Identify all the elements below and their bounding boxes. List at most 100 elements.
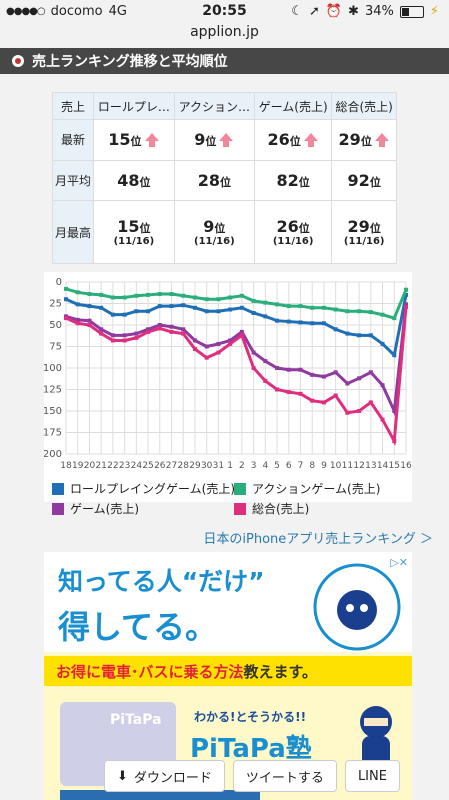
data-point bbox=[286, 304, 291, 309]
data-point bbox=[239, 333, 244, 338]
data-point bbox=[357, 333, 362, 338]
data-point bbox=[392, 353, 397, 358]
carrier-label: docomo bbox=[50, 4, 103, 19]
data-point bbox=[181, 293, 186, 298]
data-point bbox=[333, 393, 338, 398]
x-tick-label: 7 bbox=[298, 461, 304, 471]
data-point bbox=[239, 329, 244, 334]
legend-swatch bbox=[52, 502, 64, 515]
y-tick-label: 150 bbox=[44, 406, 62, 417]
address-bar[interactable]: applion.jp bbox=[190, 24, 259, 40]
data-point bbox=[181, 331, 186, 336]
data-point bbox=[380, 341, 385, 346]
data-point bbox=[333, 307, 338, 312]
tweet-button[interactable]: ツイートする bbox=[232, 760, 337, 792]
table-cell: 29位 bbox=[331, 119, 397, 161]
data-point bbox=[216, 341, 221, 346]
data-point bbox=[321, 374, 326, 379]
data-point bbox=[146, 329, 151, 334]
download-label: ダウンロード bbox=[133, 770, 212, 786]
y-tick-label: 175 bbox=[44, 428, 62, 439]
data-point bbox=[181, 327, 186, 332]
data-point bbox=[181, 303, 186, 308]
data-point bbox=[263, 359, 268, 364]
table-cell: 82位 bbox=[253, 159, 333, 202]
x-tick-label: 2 bbox=[239, 461, 245, 471]
alarm-icon: ⏰ bbox=[325, 4, 343, 19]
ad-banner[interactable]: 知ってる人“だけ” 得してる。 ▷✕ お得に 電車･バスに乗る方法 教えます。 Pi… bbox=[44, 552, 412, 800]
charging-icon: ⚡ bbox=[429, 4, 439, 19]
ad-band: お得に 電車･バスに乗る方法 教えます。 bbox=[44, 656, 412, 686]
ad-brand: PiTaPa塾 bbox=[190, 734, 312, 764]
data-point bbox=[87, 292, 92, 297]
x-tick-label: 27 bbox=[166, 461, 177, 471]
data-point bbox=[286, 367, 291, 372]
line-button[interactable]: LINE bbox=[344, 760, 400, 792]
legend-label: 総合(売上) bbox=[252, 502, 310, 516]
data-point bbox=[368, 333, 373, 338]
download-button[interactable]: ⬇ ダウンロード bbox=[104, 760, 225, 792]
data-point bbox=[216, 309, 221, 314]
data-point bbox=[157, 292, 162, 297]
data-point bbox=[380, 312, 385, 317]
table-row: 月平均 48位 28位 82位 92位 bbox=[52, 159, 397, 202]
ad-headline: 知ってる人“だけ” bbox=[58, 567, 265, 596]
x-tick-label: 5 bbox=[274, 461, 280, 471]
data-point bbox=[321, 305, 326, 310]
ad-close-icon[interactable]: ▷✕ bbox=[390, 556, 408, 569]
data-point bbox=[263, 314, 268, 319]
data-point bbox=[204, 355, 209, 360]
data-point bbox=[310, 305, 315, 310]
data-point bbox=[368, 370, 373, 375]
table-cell: 29位 (11/16) bbox=[331, 200, 397, 264]
data-point bbox=[404, 287, 408, 292]
signal-icon: ●●●●○ bbox=[6, 6, 46, 17]
data-point bbox=[239, 305, 244, 310]
x-tick-label: 21 bbox=[95, 461, 106, 471]
up-arrow-icon bbox=[219, 133, 234, 148]
legend-item: ゲーム(売上) bbox=[52, 500, 139, 517]
data-point bbox=[75, 302, 80, 307]
data-point bbox=[228, 338, 233, 343]
data-point bbox=[298, 320, 303, 325]
data-point bbox=[146, 292, 151, 297]
table-cell: 9位 (11/16) bbox=[173, 200, 255, 264]
data-point bbox=[321, 321, 326, 326]
data-point bbox=[298, 391, 303, 396]
data-point bbox=[122, 312, 127, 317]
data-point bbox=[122, 295, 127, 300]
data-point bbox=[321, 400, 326, 405]
data-point bbox=[368, 310, 373, 315]
x-tick-label: 12 bbox=[353, 461, 364, 471]
data-point bbox=[122, 333, 127, 338]
ranking-link[interactable]: 日本のiPhoneアプリ売上ランキング ＞ bbox=[203, 532, 433, 547]
x-tick-label: 22 bbox=[107, 461, 118, 471]
ranking-table: 売上 ロールプレ… アクション… ゲーム(売上) 総合(売上) 最新 15位 9… bbox=[52, 92, 397, 264]
table-header-row: 売上 ロールプレ… アクション… ゲーム(売上) 総合(売上) bbox=[52, 92, 397, 120]
x-tick-label: 3 bbox=[251, 461, 257, 471]
data-point bbox=[310, 398, 315, 403]
data-point bbox=[357, 309, 362, 314]
data-point bbox=[357, 409, 362, 413]
section-header: 売上ランキング推移と平均順位 bbox=[0, 48, 449, 74]
column-header: アクション… bbox=[173, 92, 255, 120]
x-tick-label: 19 bbox=[72, 461, 84, 471]
data-point bbox=[357, 376, 362, 381]
target-icon bbox=[12, 55, 24, 67]
location-icon: ➚ bbox=[308, 4, 320, 19]
legend-swatch bbox=[234, 482, 246, 495]
data-point bbox=[110, 338, 115, 343]
data-point bbox=[392, 316, 397, 321]
x-tick-label: 6 bbox=[286, 461, 292, 471]
data-point bbox=[157, 304, 162, 309]
data-point bbox=[64, 286, 68, 291]
data-point bbox=[192, 347, 197, 352]
legend-item: ロールプレイングゲーム(売上) bbox=[52, 480, 235, 497]
table-cell: 15位 bbox=[93, 119, 175, 161]
data-point bbox=[228, 307, 233, 312]
x-tick-label: 4 bbox=[262, 461, 268, 471]
y-tick-label: 100 bbox=[44, 363, 62, 374]
data-point bbox=[263, 378, 268, 383]
ad-headline-2: 得してる。 bbox=[58, 608, 218, 646]
